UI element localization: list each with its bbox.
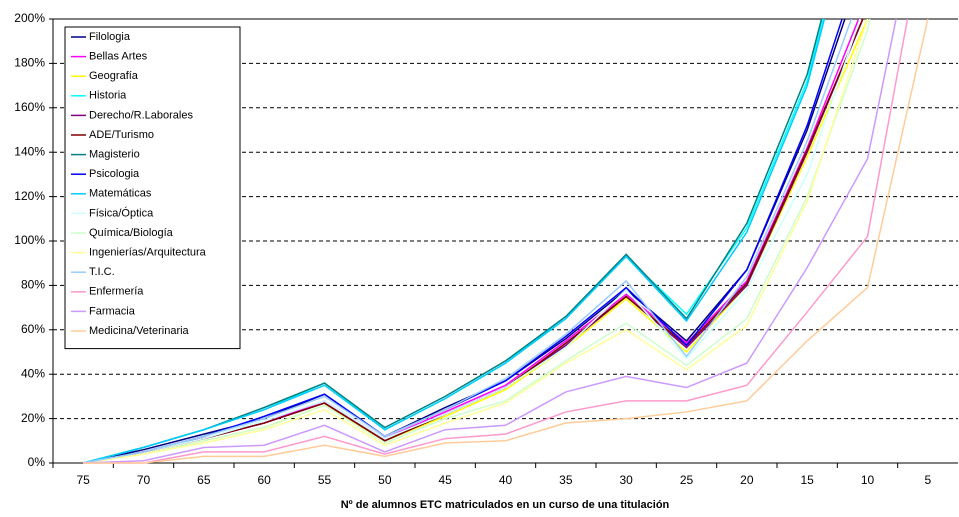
x-tick-label: 50	[378, 473, 392, 487]
y-tick-label: 0%	[28, 455, 46, 469]
x-tick-label: 30	[619, 473, 633, 487]
legend-label: Historia	[89, 90, 127, 102]
legend-label: ADE/Turismo	[89, 129, 154, 141]
plot-lines	[82, 19, 929, 464]
y-tick-label: 40%	[21, 366, 45, 380]
x-tick-label: 75	[76, 473, 90, 487]
y-tick-label: 100%	[14, 233, 45, 247]
legend-label: Filologia	[89, 31, 131, 43]
x-tick-label: 65	[197, 473, 211, 487]
y-tick-label: 180%	[14, 56, 45, 70]
legend-label: Bellas Artes	[89, 51, 148, 63]
legend-label: Ingenierías/Arquitectura	[89, 247, 207, 259]
y-tick-label: 160%	[14, 100, 45, 114]
legend-label: T.I.C.	[89, 266, 115, 278]
series-line	[83, 19, 869, 464]
x-tick-label: 5	[924, 473, 931, 487]
series-line	[83, 19, 861, 464]
y-tick-label: 60%	[21, 322, 45, 336]
series-line	[83, 19, 909, 464]
y-tick-label: 80%	[21, 278, 45, 292]
x-tick-label: 70	[137, 473, 151, 487]
x-tick-label: 15	[800, 473, 814, 487]
series-line	[83, 19, 853, 464]
legend-label: Química/Biología	[89, 227, 174, 239]
x-tick-label: 55	[318, 473, 332, 487]
legend-label: Medicina/Veterinaria	[89, 325, 190, 337]
legend-label: Matemáticas	[89, 188, 152, 200]
legend-label: Magisterio	[89, 149, 140, 161]
x-axis-label: Nº de alumnos ETC matriculados en un cur…	[341, 499, 670, 511]
legend-box	[64, 26, 241, 350]
legend-label: Farmacia	[89, 305, 136, 317]
x-tick-label: 20	[740, 473, 754, 487]
legend: Filologia Bellas Artes Geografía Historia De…	[64, 26, 241, 350]
x-tick-label: 60	[257, 473, 271, 487]
y-tick-label: 140%	[14, 144, 45, 158]
series-line	[82, 19, 826, 464]
x-tick-label: 45	[438, 473, 452, 487]
series-line	[83, 19, 929, 464]
y-tick-label: 120%	[14, 189, 45, 203]
x-tick-label: 10	[861, 473, 875, 487]
legend-label: Enfermería	[89, 286, 144, 298]
legend-label: Geografía	[89, 70, 139, 82]
series-line	[83, 19, 897, 464]
legend-label: Derecho/R.Laborales	[89, 109, 193, 121]
series-line	[83, 19, 871, 464]
x-tick-label: 40	[499, 473, 513, 487]
x-tick-label: 25	[680, 473, 694, 487]
x-tick-label: 35	[559, 473, 573, 487]
legend-label: Física/Óptica	[89, 206, 154, 219]
y-tick-label: 200%	[14, 11, 45, 25]
y-tick-label: 20%	[21, 411, 45, 425]
legend-label: Psicologia	[89, 168, 140, 180]
